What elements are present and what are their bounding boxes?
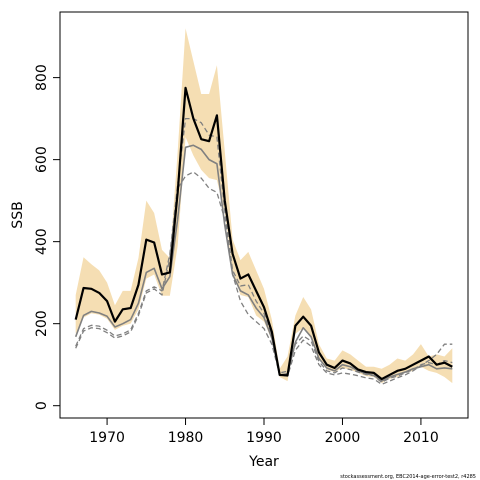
series-line-comparison [74,144,453,382]
footnote: stockassessment.org, EBC2014-age-error-t… [340,474,476,480]
y-axis: 0 200 400 600 800 [34,64,61,410]
series-line-estimate [74,86,453,381]
series-line-comparison-upper-dashed [75,117,453,383]
series-lines-layer [74,86,453,386]
x-axis-title: Year [248,454,279,470]
y-tick-label: 600 [34,146,50,173]
x-axis: 1970 1980 1990 2000 2010 [89,417,439,446]
y-axis-title: SSB [10,201,26,228]
y-tick-label: 400 [34,228,50,255]
x-tick-label: 2000 [325,430,361,446]
x-tick-label: 1970 [89,430,125,446]
y-tick-label: 800 [34,64,50,91]
x-tick-label: 2010 [403,430,439,446]
confidence-band-layer [75,28,453,384]
series-line-comparison-lower-dashed [75,171,453,386]
y-tick-label: 200 [34,310,50,337]
y-tick-label: 0 [34,401,50,410]
confidence-band [75,28,453,384]
plot-frame [59,11,469,419]
x-tick-label: 1980 [168,430,204,446]
x-tick-label: 1990 [246,430,282,446]
